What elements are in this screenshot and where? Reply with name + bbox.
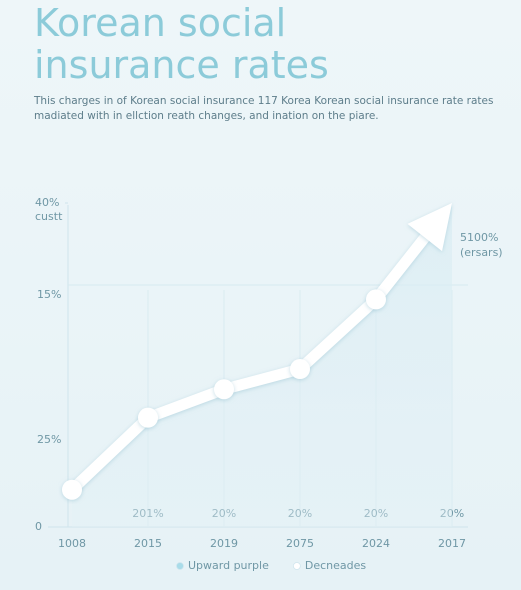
legend-swatch [292,562,301,570]
area [72,203,452,527]
annotation: (ersars) [460,246,503,259]
y-axis-label: custt [35,210,63,223]
legend-label: Upward purple [188,559,269,572]
y-tick-label: 0 [35,520,42,533]
point [214,379,234,400]
legend-swatch [176,562,184,570]
point [62,479,82,500]
x-tick-label: 2017 [438,537,466,550]
chart-title: Korean social insurance rates [34,1,329,87]
point [290,359,310,380]
y-tick-label: 40% [35,196,59,209]
x-tick-label: 1008 [58,537,86,550]
annotation: 5100% [460,231,498,244]
y-extra-label: 25% [37,433,61,446]
point [138,407,158,428]
line [66,221,439,496]
arrow-head [407,203,452,252]
chart-subtitle: This charges in of Korean social insuran… [34,95,494,122]
legend-label: Decneades [305,559,367,572]
x-tick-label: 2015 [134,537,162,550]
point [366,289,386,310]
x-tick-label: 2019 [210,537,238,550]
x-tick-label: 2075 [286,537,314,550]
x-tick-label: 2024 [362,537,390,550]
y-extra-label: 15% [37,288,61,301]
